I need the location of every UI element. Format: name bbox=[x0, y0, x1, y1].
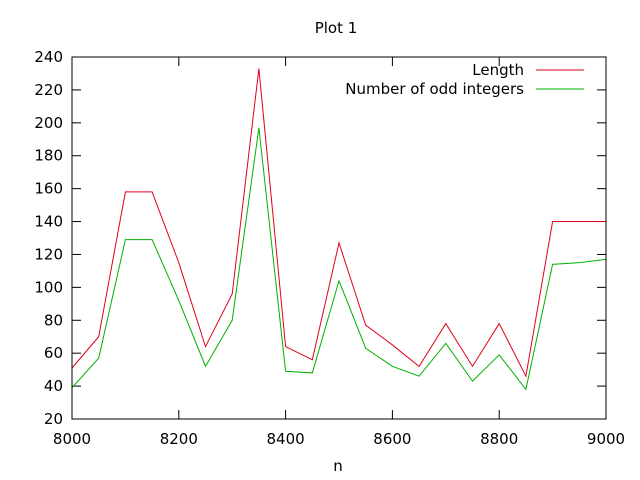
x-tick-label: 8200 bbox=[160, 430, 198, 448]
plot-series bbox=[71, 68, 607, 391]
plot-frame bbox=[71, 56, 607, 420]
axis-ticks: 20 40 60 80 100 120 140 160 180 200 220 240 8000 8200… bbox=[34, 48, 625, 448]
y-tick-label: 40 bbox=[44, 377, 63, 395]
y-tick-label: 140 bbox=[34, 213, 63, 231]
x-tick-label: 9000 bbox=[587, 430, 625, 448]
x-tick-label: 8600 bbox=[373, 430, 411, 448]
legend-label: Number of odd integers bbox=[345, 80, 524, 98]
y-tick-label: 160 bbox=[34, 180, 63, 198]
y-tick-label: 80 bbox=[44, 311, 63, 329]
y-tick-label: 200 bbox=[34, 114, 63, 132]
x-tick-label: 8800 bbox=[480, 430, 518, 448]
y-tick-label: 180 bbox=[34, 147, 63, 165]
y-tick-label: 60 bbox=[44, 344, 63, 362]
y-tick-label: 100 bbox=[34, 278, 63, 296]
x-tick-label: 8000 bbox=[53, 430, 91, 448]
y-tick-label: 20 bbox=[44, 410, 63, 428]
x-axis-label: n bbox=[333, 457, 343, 475]
y-tick-label: 220 bbox=[34, 81, 63, 99]
y-tick-label: 240 bbox=[34, 48, 63, 66]
legend-label: Length bbox=[472, 61, 524, 79]
series-line-2 bbox=[71, 127, 607, 391]
chart-title: Plot 1 bbox=[315, 19, 358, 37]
series-line-1 bbox=[71, 68, 606, 378]
x-tick-label: 8400 bbox=[267, 430, 305, 448]
y-tick-label: 120 bbox=[34, 245, 63, 263]
